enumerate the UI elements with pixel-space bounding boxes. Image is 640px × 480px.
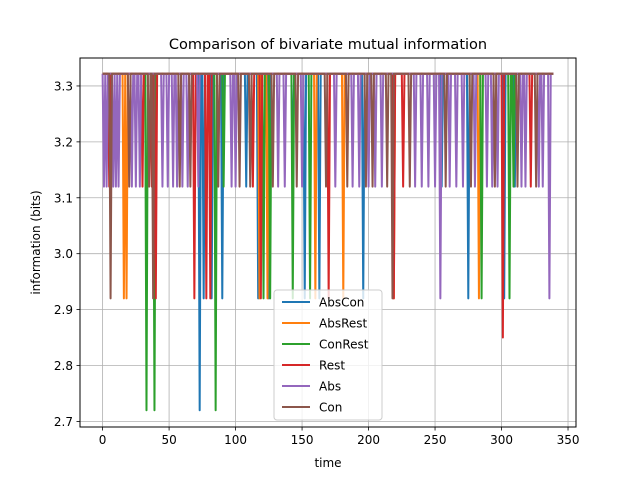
legend-label-conrest: ConRest: [319, 338, 369, 352]
y-tick-label: 3.2: [54, 135, 73, 149]
x-tick-label: 200: [357, 433, 380, 447]
x-tick-label: 300: [490, 433, 513, 447]
x-tick-label: 350: [557, 433, 580, 447]
x-tick-label: 50: [161, 433, 176, 447]
y-tick-label: 2.9: [54, 303, 73, 317]
legend-label-con: Con: [319, 401, 342, 415]
legend-label-abs: Abs: [319, 380, 341, 394]
axis-ticks: 0 50 100 150 200 250 300 350 2.7 2.8 2.9 3.0 3.1 3.2 3…: [54, 79, 580, 447]
legend-label-absrest: AbsRest: [319, 317, 368, 331]
series-lines: [101, 72, 554, 412]
legend-label-rest: Rest: [319, 359, 345, 373]
y-tick-label: 3.3: [54, 79, 73, 93]
y-axis-label: information (bits): [29, 190, 43, 294]
y-tick-label: 3.0: [54, 247, 73, 261]
chart-title: Comparison of bivariate mutual informati…: [169, 37, 487, 53]
y-tick-label: 2.7: [54, 415, 73, 429]
legend-label-abscon: AbsCon: [319, 296, 364, 310]
axes-frame: [79, 57, 577, 428]
x-tick-label: 250: [424, 433, 447, 447]
y-tick-label: 3.1: [54, 191, 73, 205]
y-tick-label: 2.8: [54, 359, 73, 373]
x-tick-label: 0: [99, 433, 107, 447]
series-line-con: [102, 72, 554, 300]
x-axis-label: time: [314, 456, 341, 470]
x-tick-label: 100: [224, 433, 247, 447]
x-tick-label: 150: [291, 433, 314, 447]
